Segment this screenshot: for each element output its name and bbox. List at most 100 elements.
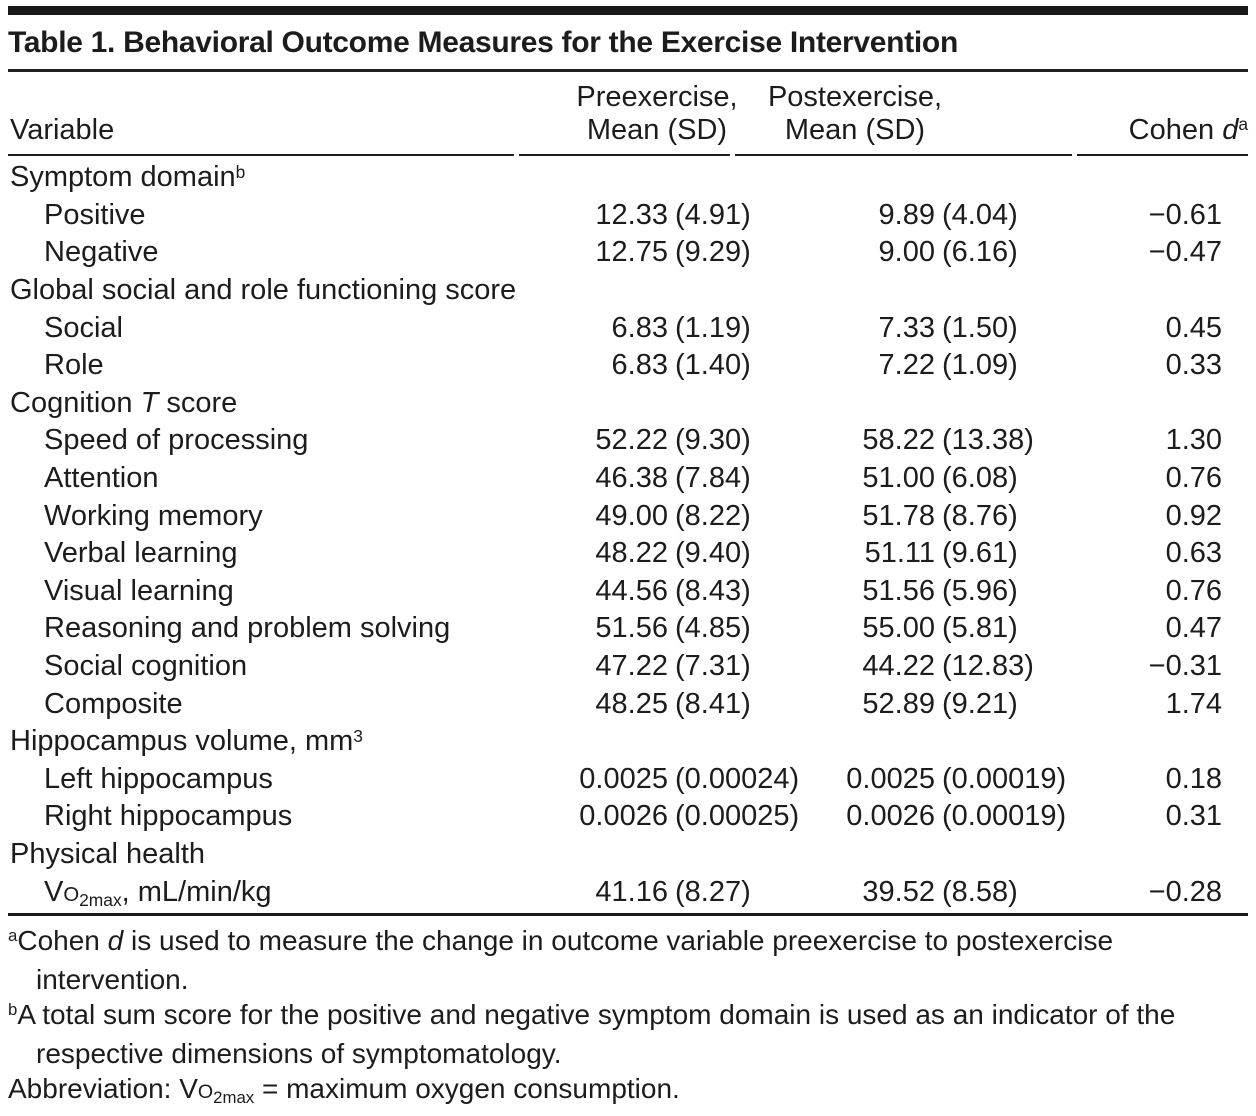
preexercise-cell-sd: (1.40) [675,349,751,382]
preexercise-cell-mean: 48.25 [595,687,668,720]
variable-cell: Symptom domainb [10,161,246,194]
postexercise-cell-mean: 52.89 [862,687,935,720]
cohen-d-cell: 1.74 [1165,687,1223,720]
postexercise-cell-mean: 0.0026 [846,800,935,833]
variable-cell: Composite [44,687,183,720]
table-row: Visual learning 44.56 (8.43) 51.56 (5.96) 0.7… [8,573,1248,611]
footnote-line: intervention. [36,963,189,995]
cohen-d-cell: 0.45 [1165,311,1223,344]
footnote-line: aCohen d is used to measure the change i… [8,924,1114,956]
postexercise-cell-sd: (6.16) [942,236,1018,269]
preexercise-cell-sd: (9.29) [675,236,751,269]
postexercise-cell-sd: (4.04) [942,198,1018,231]
header-rule-gap [730,154,735,156]
cohen-d-cell: 0.76 [1165,574,1223,607]
section-row: Symptom domainb [8,159,1248,197]
table-row: VO2max, mL/min/kg 41.16 (8.27) 39.52 (8.58) −… [8,873,1248,911]
preexercise-cell-sd: (8.41) [675,687,751,720]
preexercise-cell-sd: (4.91) [675,198,751,231]
postexercise-cell-sd: (0.00019) [942,762,1067,795]
variable-cell: Negative [44,236,159,269]
variable-cell: Working memory [44,499,263,532]
variable-cell: Physical health [10,837,206,870]
preexercise-cell-sd: (8.43) [675,574,751,607]
cohen-d-cell: 1.30 [1165,424,1223,457]
header-rule-gap [1072,154,1077,156]
postexercise-cell-sd: (9.21) [942,687,1018,720]
table-title: Table 1. Behavioral Outcome Measures for… [8,26,958,59]
variable-cell: Reasoning and problem solving [44,612,451,645]
postexercise-cell-mean: 51.11 [864,537,935,570]
section-row: Physical health [8,836,1248,874]
preexercise-cell-sd: (7.31) [675,650,751,683]
postexercise-cell-sd: (8.58) [942,875,1018,908]
postexercise-cell-mean: 39.52 [862,875,935,908]
outcome-table: Symptom domainb Positive 12.33 (4.91) 9.89 (4… [8,159,1248,911]
variable-cell: Global social and role functioning score [10,274,517,307]
cohen-d-cell: −0.47 [1148,236,1223,269]
preexercise-cell-mean: 52.22 [595,424,668,457]
postexercise-cell-mean: 51.00 [862,462,935,495]
postexercise-cell-mean: 44.22 [862,650,935,683]
preexercise-cell-sd: (8.27) [675,875,751,908]
preexercise-cell-mean: 41.16 [595,875,668,908]
preexercise-cell-sd: (9.30) [675,424,751,457]
col-header-postexercise: Postexercise, Mean (SD) [755,81,955,147]
variable-cell: Cognition T score [10,386,238,419]
col-header-cohen-d: Cohen da [1128,114,1248,146]
postexercise-cell-sd: (6.08) [942,462,1018,495]
section-row: Cognition T score [8,385,1248,423]
table-row: Negative 12.75 (9.29) 9.00 (6.16) −0.47 [8,234,1248,272]
footnote-line: Abbreviation: VO2max = maximum oxygen co… [8,1072,680,1108]
preexercise-cell-mean: 0.0026 [579,800,668,833]
preexercise-cell-sd: (1.19) [675,311,751,344]
footnote-marker: b [8,1000,18,1020]
table-row: Role 6.83 (1.40) 7.22 (1.09) 0.33 [8,347,1248,385]
cohen-d-cell: −0.61 [1148,198,1223,231]
table-row: Left hippocampus 0.0025 (0.00024) 0.0025 (0.… [8,761,1248,799]
postexercise-cell-mean: 55.00 [862,612,935,645]
variable-cell: Left hippocampus [44,762,273,795]
postexercise-cell-sd: (1.09) [942,349,1018,382]
header-rule-gap [514,154,519,156]
postexercise-cell-sd: (5.96) [942,574,1018,607]
footnote-line: respective dimensions of symptomatology. [36,1037,562,1069]
section-row: Global social and role functioning score [8,272,1248,310]
preexercise-cell-sd: (8.22) [675,499,751,532]
preexercise-cell-mean: 47.22 [595,650,668,683]
variable-cell: Positive [44,198,146,231]
variable-cell: Social [44,311,123,344]
preexercise-cell-sd: (0.00024) [675,762,800,795]
variable-cell: Speed of processing [44,424,309,457]
table-row: Attention 46.38 (7.84) 51.00 (6.08) 0.76 [8,460,1248,498]
cohen-d-cell: 0.31 [1165,800,1223,833]
postexercise-cell-mean: 58.22 [862,424,935,457]
col-header-preexercise-line2: Mean (SD) [586,114,728,146]
preexercise-cell-mean: 6.83 [611,349,668,382]
col-header-postexercise-line1: Postexercise, [767,81,943,113]
variable-cell: Role [44,349,104,382]
col-header-preexercise: Preexercise, Mean (SD) [557,81,757,147]
variable-cell: Social cognition [44,650,248,683]
preexercise-cell-mean: 49.00 [595,499,668,532]
variable-cell: Hippocampus volume, mm3 [10,725,363,758]
title-divider-rule [8,69,1248,72]
footnotes: aCohen d is used to measure the change i… [8,923,1248,1110]
top-rule [8,6,1248,15]
cohen-d-cell: 0.92 [1165,499,1223,532]
variable-cell: Right hippocampus [44,800,293,833]
column-header-row: Variable Preexercise, Mean (SD) Postexer… [8,72,1248,154]
variable-cell: Attention [44,462,159,495]
postexercise-cell-sd: (9.61) [942,537,1018,570]
preexercise-cell-mean: 46.38 [595,462,668,495]
cohen-d-cell: 0.33 [1165,349,1223,382]
variable-cell: Visual learning [44,574,234,607]
postexercise-cell-sd: (8.76) [942,499,1018,532]
preexercise-cell-sd: (7.84) [675,462,751,495]
cohen-d-cell: 0.63 [1165,537,1223,570]
preexercise-cell-sd: (9.40) [675,537,751,570]
table-row: Positive 12.33 (4.91) 9.89 (4.04) −0.61 [8,197,1248,235]
cohen-d-cell: 0.76 [1165,462,1223,495]
postexercise-cell-sd: (0.00019) [942,800,1067,833]
